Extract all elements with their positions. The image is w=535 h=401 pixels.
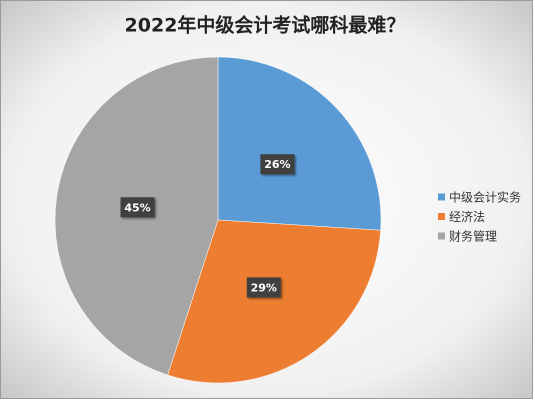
pie-slice: [217, 56, 382, 231]
legend-swatch: [438, 232, 445, 240]
legend-swatch: [438, 193, 445, 201]
legend-label: 经济法: [449, 209, 485, 224]
data-label: 26%: [264, 158, 290, 171]
data-label-box: [120, 197, 155, 218]
legend-swatch: [438, 213, 445, 220]
data-label: 29%: [251, 281, 277, 294]
legend-label: 中级会计实务: [449, 190, 521, 205]
data-label-box: [260, 154, 295, 175]
chart-title: 2022年中级会计考试哪科最难？: [125, 14, 406, 37]
pie-slice: [167, 219, 381, 384]
data-label-box: [246, 277, 281, 298]
data-label: 45%: [124, 201, 150, 214]
legend-label: 财务管理: [449, 229, 497, 244]
